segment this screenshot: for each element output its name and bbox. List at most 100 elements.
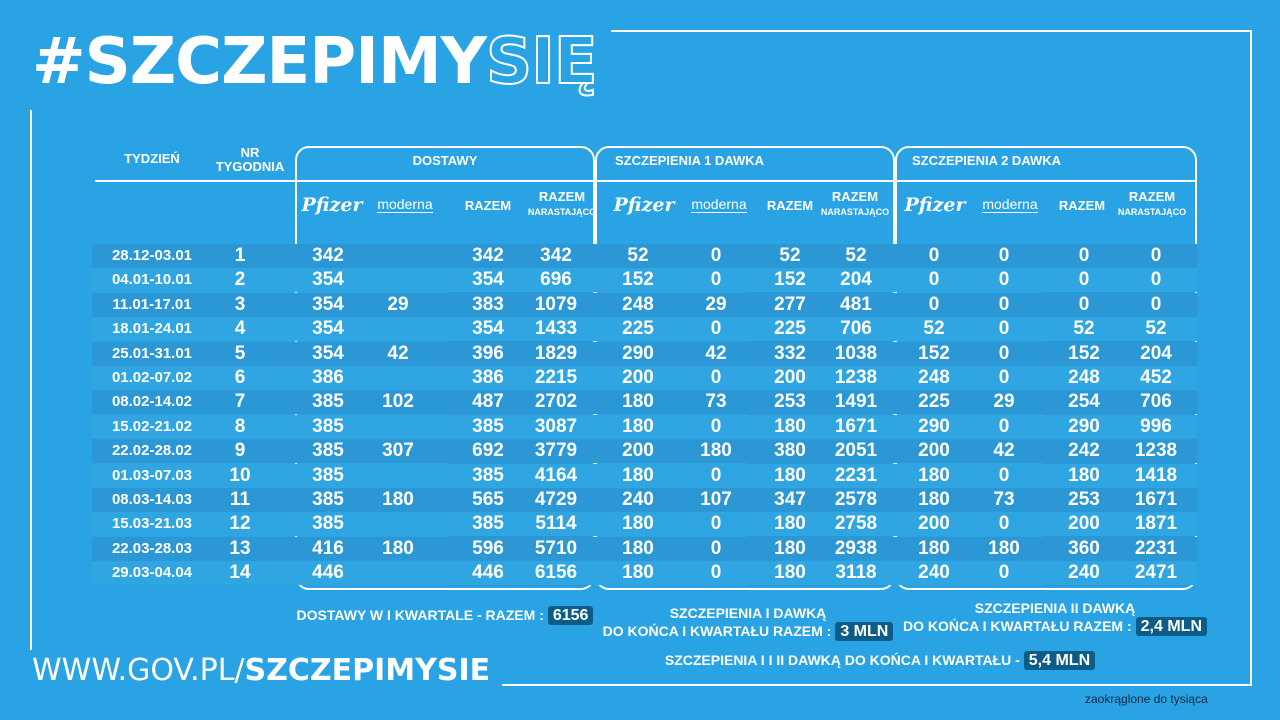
- table-cell: 152: [1068, 342, 1100, 364]
- table-cell: 385: [312, 415, 344, 437]
- table-cell: 180: [918, 464, 950, 486]
- table-row: [92, 366, 1197, 390]
- table-cell: 0: [710, 464, 722, 486]
- table-cell: 15.03-21.03: [111, 515, 193, 533]
- table-cell: 52: [627, 245, 649, 266]
- header-dose1: SZCZEPIENIA 1 DAWKA: [615, 153, 765, 168]
- table-cell: 180: [382, 489, 414, 510]
- table-cell: 225: [622, 318, 654, 340]
- website-url[interactable]: WWW.GOV.PL/SZCZEPIMYSIE: [20, 650, 503, 692]
- table-row: [92, 536, 1197, 561]
- table-cell: 225: [774, 318, 806, 340]
- table-cell: 11.01-17.01: [112, 295, 192, 313]
- table-cell: 2051: [834, 440, 878, 462]
- header-dose1-cumulative: RAZEM NARASTAJĄCO: [820, 189, 890, 218]
- table-cell: 5: [234, 342, 246, 364]
- table-cell: 596: [472, 537, 504, 559]
- table-cell: 10: [229, 464, 251, 486]
- table-cell: 3: [234, 293, 246, 315]
- table-row: [92, 439, 1197, 464]
- table-cell: 52: [845, 245, 867, 266]
- table-cell: 3087: [534, 415, 578, 437]
- table-cell: 08.03-14.03: [111, 491, 193, 508]
- table-cell: 354: [312, 342, 344, 364]
- table-cell: 696: [540, 269, 572, 291]
- table-cell: 706: [1140, 391, 1172, 413]
- table-cell: 5114: [535, 513, 577, 535]
- header-deliveries: DOSTAWY: [412, 153, 478, 168]
- header-dose2-cumulative: RAZEM NARASTAJĄCO: [1117, 189, 1187, 218]
- table-cell: 0: [710, 245, 722, 266]
- table-cell: 0: [1150, 245, 1162, 266]
- table-cell: 01.02-07.02: [111, 369, 193, 386]
- table-cell: 0: [998, 318, 1010, 340]
- table-cell: 290: [622, 342, 654, 364]
- table-cell: 248: [1068, 367, 1100, 388]
- table-cell: 2215: [534, 367, 578, 388]
- table-cell: 385: [472, 513, 504, 535]
- table-cell: 73: [993, 489, 1015, 510]
- table-cell: 1433: [534, 318, 578, 340]
- table-cell: 481: [840, 293, 872, 315]
- footnote: zaokrąglone do tysiąca: [1085, 692, 1208, 706]
- table-cell: 0: [710, 415, 722, 437]
- table-cell: 225: [918, 391, 950, 413]
- table-cell: 565: [472, 489, 504, 510]
- table-cell: 29.03-04.04: [111, 564, 193, 582]
- table-cell: 332: [774, 342, 806, 364]
- table-cell: 7: [234, 391, 246, 413]
- table-cell: 242: [1068, 440, 1100, 462]
- table-cell: 15.02-21.02: [111, 417, 193, 435]
- table-cell: 290: [918, 415, 950, 437]
- table-cell: 1238: [834, 367, 878, 388]
- table-cell: 3779: [534, 440, 578, 462]
- table-cell: 0: [1078, 269, 1090, 291]
- table-cell: 4729: [534, 489, 578, 510]
- table-cell: 0: [928, 293, 940, 315]
- table-row: [92, 317, 1197, 342]
- table-cell: 0: [710, 537, 722, 559]
- pfizer-logo-deliveries: Pfizer: [301, 194, 363, 216]
- header-week-number: NR TYGODNIA: [215, 145, 285, 174]
- table-cell: 180: [622, 537, 654, 559]
- table-cell: 1829: [534, 342, 578, 364]
- table-cell: 360: [1068, 537, 1100, 559]
- table-cell: 386: [472, 367, 504, 388]
- table-cell: 0: [1150, 293, 1162, 315]
- table-cell: 0: [998, 293, 1010, 315]
- table-cell: 0: [998, 415, 1010, 437]
- pfizer-logo-dose2: Pfizer: [904, 194, 966, 216]
- table-cell: 446: [312, 562, 344, 584]
- table-row: [92, 463, 1197, 488]
- table-cell: 180: [622, 562, 654, 584]
- table-row: [92, 268, 1197, 293]
- table-cell: 1079: [534, 293, 578, 315]
- table-cell: 180: [988, 537, 1020, 559]
- dose2-summary: SZCZEPIENIA II DAWKĄ DO KOŃCA I KWARTAŁU …: [900, 600, 1210, 636]
- title-suffix: SIĘ: [485, 24, 599, 100]
- table-cell: 180: [622, 415, 654, 437]
- table-cell: 386: [312, 367, 344, 388]
- table-cell: 180: [622, 391, 654, 413]
- table-cell: 385: [472, 464, 504, 486]
- total-summary: SZCZEPIENIA I I II DAWKĄ DO KOŃCA I KWAR…: [600, 651, 1160, 670]
- table-row: [92, 244, 1197, 268]
- table-cell: 01.03-07.03: [111, 466, 193, 484]
- table-cell: 29: [387, 293, 409, 315]
- table-cell: 200: [774, 367, 806, 388]
- table-cell: 706: [840, 318, 872, 340]
- table-cell: 42: [705, 342, 727, 364]
- table-cell: 29: [705, 293, 727, 315]
- pfizer-logo-dose1: Pfizer: [613, 194, 675, 216]
- table-cell: 342: [540, 245, 572, 266]
- table-cell: 180: [382, 537, 414, 559]
- table-cell: 52: [1073, 318, 1095, 340]
- table-cell: 1871: [1134, 513, 1178, 535]
- table-cell: 385: [312, 391, 344, 413]
- table-cell: 180: [774, 513, 806, 535]
- table-cell: 347: [774, 489, 806, 510]
- table-cell: 6156: [534, 562, 578, 584]
- table-cell: 396: [472, 342, 504, 364]
- title-main: #SZCZEPIMY: [32, 25, 487, 99]
- table-cell: 152: [774, 269, 806, 291]
